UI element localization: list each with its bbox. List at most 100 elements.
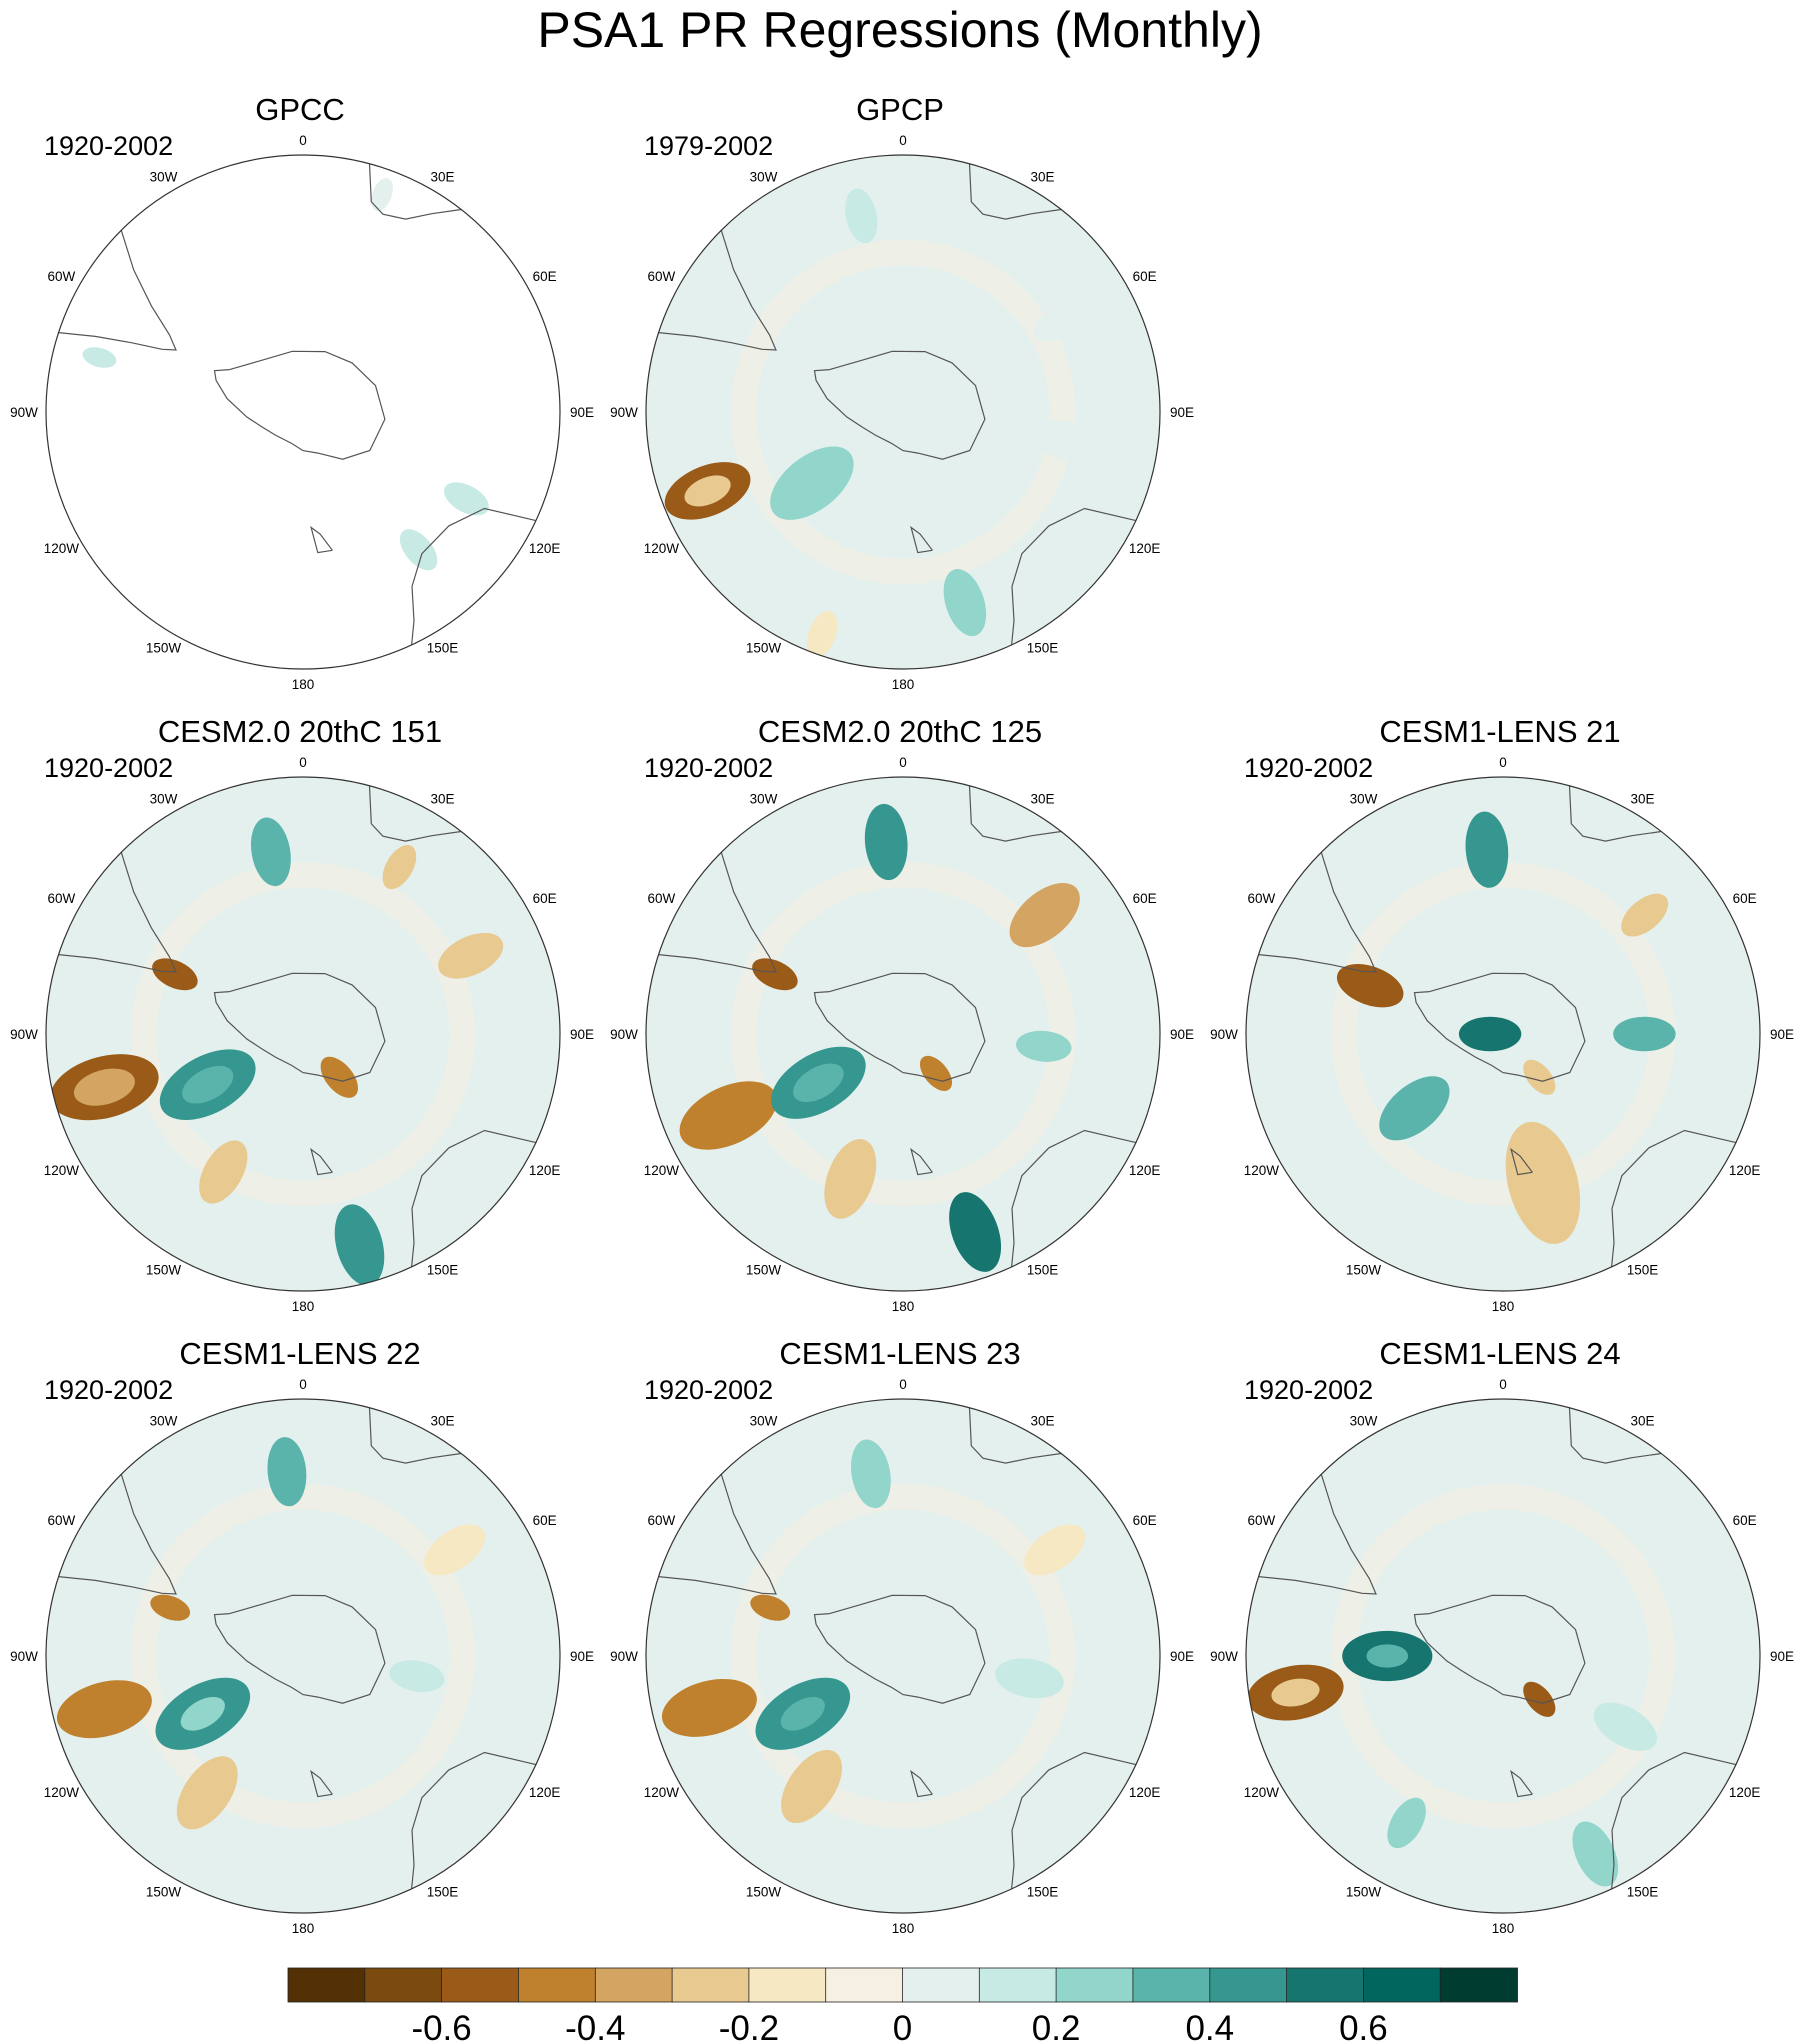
map-boundary [45,154,561,670]
panel-period: 1920-2002 [644,753,774,783]
coastline-antarctica [213,1594,386,1704]
coastline-antarctica [813,350,986,460]
longitude-label: 90W [10,1027,38,1042]
longitude-label: 30W [150,1413,178,1428]
longitude-label: 30E [430,791,454,806]
anomaly-patch [752,958,798,991]
anomaly-patch [1593,1702,1657,1751]
coastline-newzealand [910,525,933,554]
longitude-label: 30E [1030,1413,1054,1428]
longitude-label: 150E [1027,1885,1059,1900]
field-background [1246,1399,1760,1913]
anomaly-patch [770,446,854,520]
anomaly-patch [780,1696,825,1731]
coastline-southamerica [58,852,177,973]
colorbar-tick-label: -0.4 [565,2009,625,2042]
field-background [646,1399,1160,1913]
colorbar-swatch [1363,1967,1442,2003]
colorbar-tick-label: 0 [893,2009,912,2042]
anomaly-patch [864,803,908,881]
longitude-label: 0 [299,133,307,148]
anomaly-patch [1033,421,1102,461]
longitude-label: 90E [1770,1027,1794,1042]
colorbar-swatch [1439,1967,1518,2003]
anomaly-patch [824,1139,877,1219]
coastline-australia [411,1129,537,1267]
panel-period: 1920-2002 [44,1375,174,1405]
coastline-southamerica [658,230,777,351]
coastline-southamerica [1258,1474,1377,1595]
anomaly-patch [73,1068,135,1106]
map-panel-cesm1-lens-24: CESM1-LENS 24 1920-2002 0 30E 60E 90E 120E 15… [1200,1334,1800,1954]
field-ring [130,861,476,1207]
colorbar-swatch [825,1967,904,2003]
coastline-africa [368,1407,462,1464]
longitude-label: 30W [150,169,178,184]
map-boundary [645,154,1161,670]
colorbar-tick-label: -0.2 [719,2009,779,2042]
anomaly-patch [371,178,393,212]
anomaly-patch [389,1660,445,1693]
colorbar-tick-label: -0.6 [411,2009,471,2042]
anomaly-patch [56,1680,152,1739]
longitude-label: 120E [1129,541,1161,556]
anomaly-patch [1387,1797,1426,1849]
longitude-label: 60E [1133,269,1157,284]
longitude-label: 60E [533,269,557,284]
map-boundary [645,1398,1161,1914]
map-boundary [645,776,1161,1292]
colorbar-tick-label: 0.6 [1339,2009,1388,2042]
longitude-label: 30E [430,1413,454,1428]
longitude-label: 90W [610,405,638,420]
longitude-label: 90E [1170,1027,1194,1042]
coastline-southamerica [1258,852,1377,973]
longitude-label: 120W [644,1785,680,1800]
field-ring [71,802,535,1266]
field [46,155,560,669]
field [646,155,1160,669]
anomaly-patch [1016,1030,1072,1062]
longitude-label: 90E [1170,1649,1194,1664]
polar-map: 0 30E 60E 90E 120E 150E 180 150W 120W 90W 60W 30W [1210,755,1794,1314]
longitude-label: 90W [10,1649,38,1664]
coastline-africa [968,163,1062,220]
panel-title: CESM2.0 20thC 151 [157,714,443,749]
longitude-label: 90E [570,1649,594,1664]
anomaly-patch [806,610,838,658]
longitude-label: 180 [292,677,315,692]
anomaly-patch [444,482,489,516]
coastline-newzealand [310,1769,333,1798]
longitude-label: 30E [430,169,454,184]
panel-period: 1920-2002 [1244,1375,1374,1405]
longitude-label: 60E [1733,1513,1757,1528]
longitude-label: 120E [529,1785,561,1800]
field-ring [1271,1424,1735,1888]
field [1246,777,1760,1291]
longitude-label: 150E [1627,1263,1659,1278]
longitude-label: 120W [644,541,680,556]
map-boundary [45,1398,561,1914]
longitude-label: 30W [750,169,778,184]
longitude-label: 0 [299,1377,307,1392]
coastline-australia [411,1751,537,1889]
longitude-label: 60W [1248,891,1276,906]
colorbar-swatch [978,1967,1057,2003]
anomaly-patch [1613,1016,1676,1052]
coastline-australia [1011,1751,1137,1889]
panel-period: 1920-2002 [44,131,174,161]
longitude-label: 60E [1733,891,1757,906]
colorbar-swatch [518,1967,597,2003]
colorbar-swatch [1055,1967,1134,2003]
coastline-southamerica [58,230,177,351]
anomaly-patch [1465,811,1509,888]
longitude-label: 0 [899,755,907,770]
longitude-label: 150E [427,1263,459,1278]
field [46,1399,560,1913]
panel-period: 1979-2002 [644,131,774,161]
anomaly-patch [781,1749,843,1824]
polar-map: 0 30E 60E 90E 120E 150E 180 150W 120W 90W 60W 30W [610,133,1194,692]
coastline-newzealand [1510,1769,1533,1798]
anomaly-patch [1271,1678,1320,1707]
longitude-label: 120W [1244,1163,1280,1178]
field [646,1399,1160,1913]
